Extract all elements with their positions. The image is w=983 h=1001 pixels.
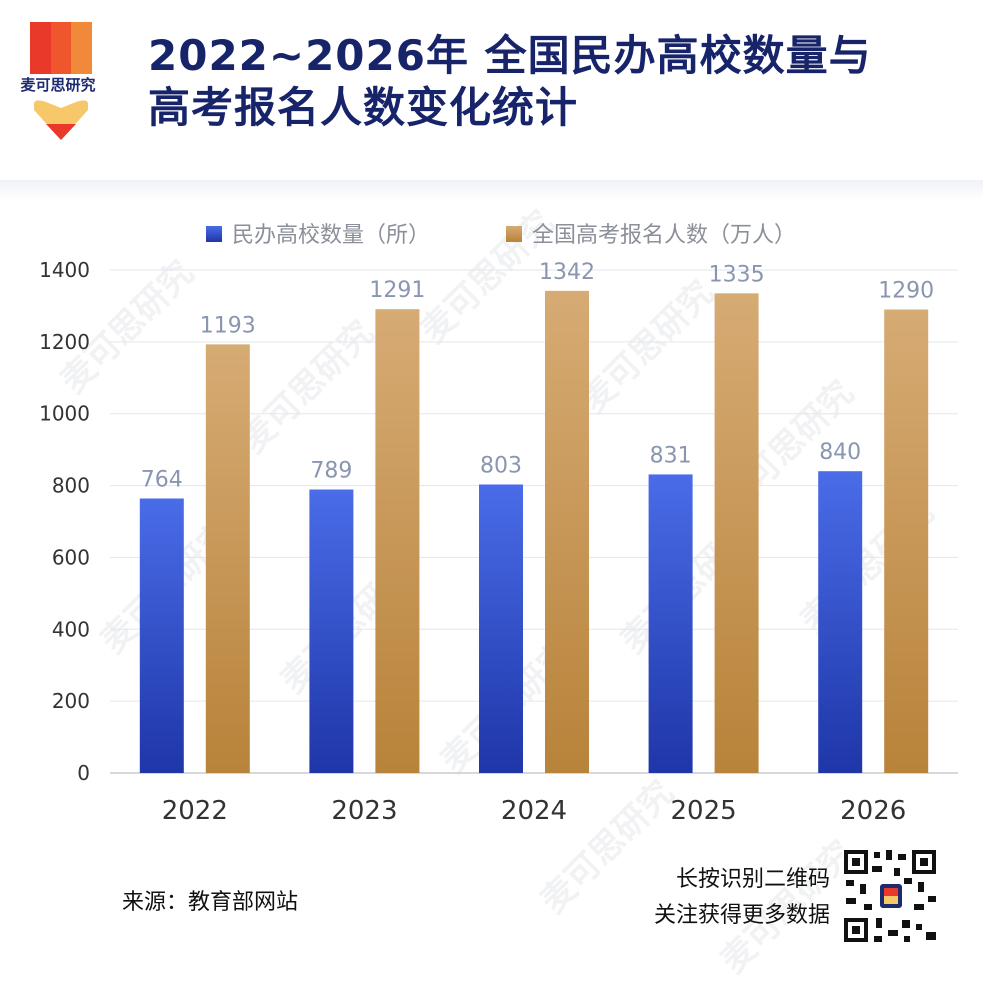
bar-series-2-2023 — [375, 309, 420, 773]
data-label-series-2-2022: 1193 — [200, 313, 256, 338]
bar-series-2-2022 — [205, 344, 250, 773]
x-tick-label: 2025 — [671, 796, 737, 826]
title-line-2: 高考报名人数变化统计 — [148, 83, 579, 132]
y-tick-label: 1000 — [39, 402, 90, 426]
qr-call-to-action: 长按识别二维码 关注获得更多数据 — [610, 862, 830, 934]
x-tick-label: 2024 — [501, 796, 567, 826]
bar-series-2-2024 — [545, 290, 589, 773]
data-label-series-2-2025: 1335 — [709, 262, 765, 287]
bar-series-2-2025 — [714, 293, 759, 773]
legend-label-series-2: 全国高考报名人数（万人） — [532, 223, 796, 248]
y-tick-label: 600 — [52, 545, 90, 569]
data-label-series-1-2025: 831 — [650, 443, 692, 468]
data-label-series-1-2026: 840 — [819, 440, 861, 465]
brand-name: 麦可思研究 — [8, 74, 108, 96]
cta-line-1: 长按识别二维码 — [675, 867, 830, 892]
y-tick-label: 1400 — [39, 258, 90, 282]
qr-code[interactable] — [842, 848, 938, 944]
y-tick-label: 800 — [52, 474, 90, 498]
y-tick-label: 0 — [77, 761, 90, 785]
data-label-series-1-2024: 803 — [480, 453, 522, 478]
y-tick-label: 200 — [52, 689, 90, 713]
bar-series-1-2025 — [648, 474, 693, 773]
x-tick-label: 2026 — [840, 796, 906, 826]
data-label-series-1-2022: 764 — [141, 468, 183, 493]
legend-label-series-1: 民办高校数量（所） — [232, 223, 430, 248]
bar-chart: 民办高校数量（所） 全国高考报名人数（万人） 0 200 400 600 800 1000… — [39, 223, 958, 826]
header-divider — [0, 180, 983, 200]
brand-logo: 麦可思研究 — [8, 22, 108, 147]
data-label-series-2-2023: 1291 — [369, 278, 425, 303]
legend-swatch-series-2 — [506, 226, 522, 242]
y-tick-label: 400 — [52, 617, 90, 641]
legend-swatch-series-1 — [206, 226, 222, 242]
bar-series-1-2023 — [309, 489, 354, 773]
bar-series-2-2026 — [884, 309, 929, 773]
cta-line-2: 关注获得更多数据 — [653, 903, 830, 928]
data-label-series-2-2026: 1290 — [878, 279, 934, 304]
y-tick-label: 1200 — [39, 330, 90, 354]
source-note: 来源：教育部网站 — [122, 890, 299, 915]
page-title: 2022~2026年 全国民办高校数量与 高考报名人数变化统计 — [148, 30, 948, 134]
chart-legend: 民办高校数量（所） 全国高考报名人数（万人） — [206, 223, 796, 248]
x-tick-label: 2022 — [162, 796, 228, 826]
x-tick-label: 2023 — [331, 796, 397, 826]
data-label-series-2-2024: 1342 — [539, 260, 595, 285]
data-label-series-1-2023: 789 — [310, 459, 352, 484]
header: 麦可思研究 2022~2026年 全国民办高校数量与 高考报名人数变化统计 — [0, 0, 983, 180]
bar-series-1-2022 — [139, 498, 184, 773]
heart-icon — [34, 100, 88, 140]
bar-series-1-2024 — [479, 484, 523, 773]
bar-series-1-2026 — [818, 471, 863, 773]
title-line-1: 2022~2026年 全国民办高校数量与 — [148, 31, 872, 80]
